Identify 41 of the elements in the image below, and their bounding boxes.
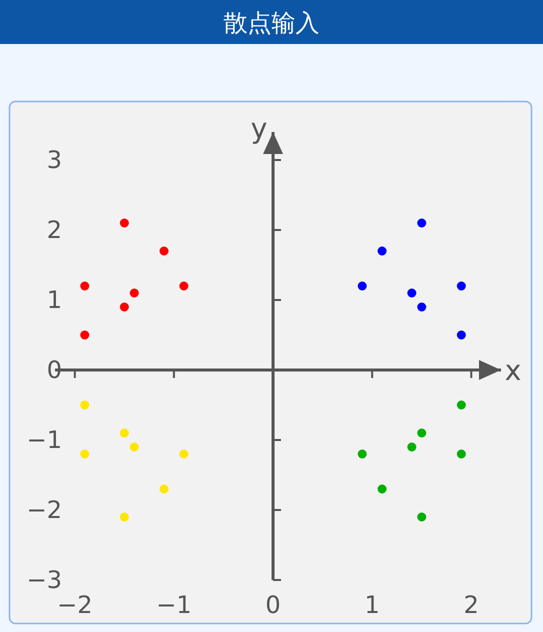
y-tick-label: −2 (26, 496, 62, 524)
y-tick-label: 3 (46, 146, 62, 174)
point (378, 484, 387, 494)
x-tick-label: 2 (464, 591, 479, 619)
y-tick-label: 1 (46, 286, 62, 314)
point (417, 218, 426, 228)
point (80, 330, 90, 340)
point (378, 246, 387, 256)
point (407, 288, 416, 298)
x-tick-label: 1 (364, 591, 380, 619)
point (179, 282, 188, 290)
x-tick-label: −1 (156, 591, 192, 619)
point (80, 282, 90, 290)
point (358, 450, 367, 458)
point (80, 400, 90, 410)
point (130, 442, 139, 452)
point (120, 512, 129, 522)
y-tick-label: −3 (26, 566, 62, 594)
point (160, 246, 169, 256)
point (120, 218, 129, 228)
x-tick-label: 0 (265, 591, 281, 619)
point (120, 302, 129, 312)
point (130, 288, 139, 298)
point (120, 428, 129, 438)
y-tick-label: 2 (46, 216, 62, 244)
point (417, 302, 426, 312)
point (456, 330, 466, 340)
x-axis-title: x (504, 354, 522, 387)
point (80, 450, 90, 458)
y-axis-title: y (250, 112, 268, 145)
point (456, 400, 466, 410)
point (358, 282, 367, 290)
point (456, 282, 466, 290)
point (179, 450, 188, 458)
chart-title: 散点输入 (224, 9, 320, 37)
y-tick-label: −1 (26, 426, 62, 454)
point (417, 512, 426, 522)
point (407, 442, 416, 452)
point (417, 428, 426, 438)
point (160, 484, 169, 494)
point (456, 450, 466, 458)
